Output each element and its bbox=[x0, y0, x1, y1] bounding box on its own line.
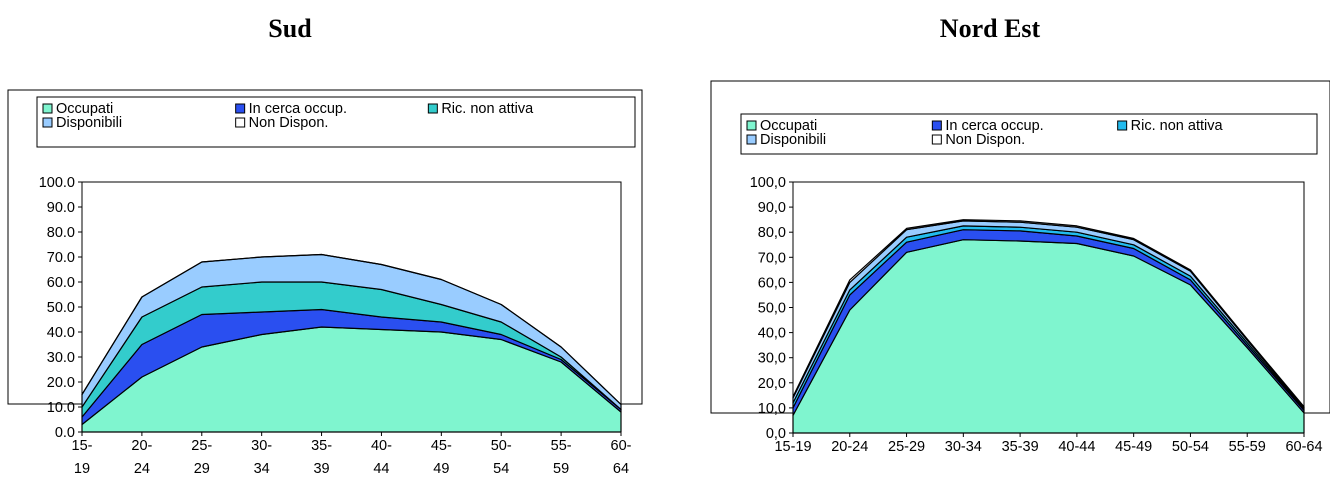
chart-nord-est: Occupati In cerca occup. Ric. non attiva Di… bbox=[710, 80, 1330, 455]
x-tick-label: 50-54 bbox=[491, 438, 512, 477]
legend-box bbox=[740, 113, 1318, 155]
x-tick-line: 59 bbox=[553, 461, 569, 477]
x-tick-line: 50- bbox=[491, 438, 512, 454]
legend-label-disponibili: Disponibili bbox=[760, 132, 826, 148]
x-tick-line: 44 bbox=[373, 461, 389, 477]
y-tick-label: 60.0 bbox=[47, 275, 75, 291]
y-tick-label: 40.0 bbox=[47, 325, 75, 341]
y-tick-label: 100,0 bbox=[750, 175, 786, 191]
x-tick-line: 49 bbox=[433, 461, 449, 477]
x-tick-label: 15-19 bbox=[774, 439, 811, 455]
legend-swatch-disponibili bbox=[42, 117, 53, 128]
x-tick-line: 60- bbox=[611, 438, 632, 454]
legend-label-ric-non-attiva: Ric. non attiva bbox=[1131, 118, 1224, 134]
y-tick-label: 90.0 bbox=[47, 200, 75, 216]
x-tick-label: 35-39 bbox=[311, 438, 332, 477]
x-tick-label: 60-64 bbox=[611, 438, 632, 477]
x-tick-line: 40- bbox=[371, 438, 392, 454]
x-tick-label: 35-39 bbox=[1002, 439, 1039, 455]
legend-swatch-ric-non-attiva bbox=[1117, 120, 1128, 131]
x-tick-label: 25-29 bbox=[888, 439, 925, 455]
legend-label-non-dispon: Non Dispon. bbox=[945, 132, 1025, 148]
x-tick-line: 29 bbox=[194, 461, 210, 477]
x-tick-label: 45-49 bbox=[1115, 439, 1152, 455]
legend-swatch-occupati bbox=[42, 103, 53, 114]
y-tick-label: 20,0 bbox=[758, 376, 786, 392]
x-tick-label: 30-34 bbox=[251, 438, 272, 477]
legend-label-non-dispon: Non Dispon. bbox=[249, 115, 329, 131]
x-tick-line: 24 bbox=[134, 461, 150, 477]
y-tick-label: 80,0 bbox=[758, 225, 786, 241]
legend-swatch-occupati bbox=[746, 120, 757, 131]
x-tick-line: 25- bbox=[191, 438, 212, 454]
x-tick-label: 15-19 bbox=[72, 438, 93, 477]
x-tick-label: 40-44 bbox=[1058, 439, 1095, 455]
x-tick-line: 30- bbox=[251, 438, 272, 454]
legend-label-occupati: Occupati bbox=[760, 118, 817, 134]
x-tick-label: 20-24 bbox=[131, 438, 152, 477]
x-tick-line: 45- bbox=[431, 438, 452, 454]
x-tick-label: 40-44 bbox=[371, 438, 392, 477]
legend: Occupati In cerca occup. Ric. non attiva Di… bbox=[746, 118, 1224, 148]
x-tick-label: 20-24 bbox=[831, 439, 868, 455]
y-tick-label: 80.0 bbox=[47, 225, 75, 241]
y-tick-label: 10,0 bbox=[758, 401, 786, 417]
x-tick-label: 30-34 bbox=[945, 439, 982, 455]
x-tick-line: 39 bbox=[313, 461, 329, 477]
legend-label-in-cerca-occup: In cerca occup. bbox=[945, 118, 1043, 134]
x-tick-line: 35- bbox=[311, 438, 332, 454]
chart-sud: Occupati In cerca occup. Ric. non attiva Di… bbox=[7, 89, 643, 477]
x-tick-line: 34 bbox=[254, 461, 270, 477]
y-tick-label: 60,0 bbox=[758, 275, 786, 291]
legend-swatch-non-dispon bbox=[931, 134, 942, 145]
y-tick-label: 10.0 bbox=[47, 400, 75, 416]
legend-label-disponibili: Disponibili bbox=[56, 115, 122, 131]
area-non-dispon bbox=[792, 219, 1305, 409]
x-tick-line: 64 bbox=[613, 461, 629, 477]
x-tick-label: 50-54 bbox=[1172, 439, 1209, 455]
legend-label-ric-non-attiva: Ric. non attiva bbox=[441, 101, 534, 117]
y-tick-label: 0,0 bbox=[766, 426, 786, 442]
legend-swatch-ric-non-attiva bbox=[427, 103, 438, 114]
x-tick-line: 55- bbox=[551, 438, 572, 454]
y-tick-label: 50,0 bbox=[758, 301, 786, 317]
x-tick-line: 19 bbox=[74, 461, 90, 477]
y-tick-label: 0.0 bbox=[55, 425, 75, 441]
area-non-dispon bbox=[81, 253, 622, 406]
chart-title-sud: Sud bbox=[268, 14, 312, 43]
x-tick-label: 55-59 bbox=[551, 438, 572, 477]
y-tick-label: 70.0 bbox=[47, 250, 75, 266]
x-tick-line: 15- bbox=[72, 438, 93, 454]
legend: Occupati In cerca occup. Ric. non attiva Di… bbox=[42, 101, 534, 131]
legend-box bbox=[36, 96, 636, 148]
legend-swatch-non-dispon bbox=[235, 117, 246, 128]
y-tick-label: 20.0 bbox=[47, 375, 75, 391]
y-tick-label: 30.0 bbox=[47, 350, 75, 366]
chart-title-nord-est: Nord Est bbox=[939, 14, 1041, 43]
x-tick-label: 45-49 bbox=[431, 438, 452, 477]
legend-swatch-disponibili bbox=[746, 134, 757, 145]
legend-label-occupati: Occupati bbox=[56, 101, 113, 117]
legend-swatch-in-cerca-occup bbox=[931, 120, 942, 131]
x-tick-label: 25-29 bbox=[191, 438, 212, 477]
y-tick-label: 30,0 bbox=[758, 351, 786, 367]
y-tick-label: 40,0 bbox=[758, 326, 786, 342]
y-tick-label: 90,0 bbox=[758, 200, 786, 216]
legend-label-in-cerca-occup: In cerca occup. bbox=[249, 101, 347, 117]
legend-swatch-in-cerca-occup bbox=[235, 103, 246, 114]
x-tick-label: 60-64 bbox=[1285, 439, 1322, 455]
y-tick-label: 50.0 bbox=[47, 300, 75, 316]
x-tick-line: 54 bbox=[493, 461, 509, 477]
y-tick-label: 100.0 bbox=[39, 175, 75, 191]
x-tick-label: 55-59 bbox=[1229, 439, 1266, 455]
y-tick-label: 70,0 bbox=[758, 250, 786, 266]
x-tick-line: 20- bbox=[131, 438, 152, 454]
